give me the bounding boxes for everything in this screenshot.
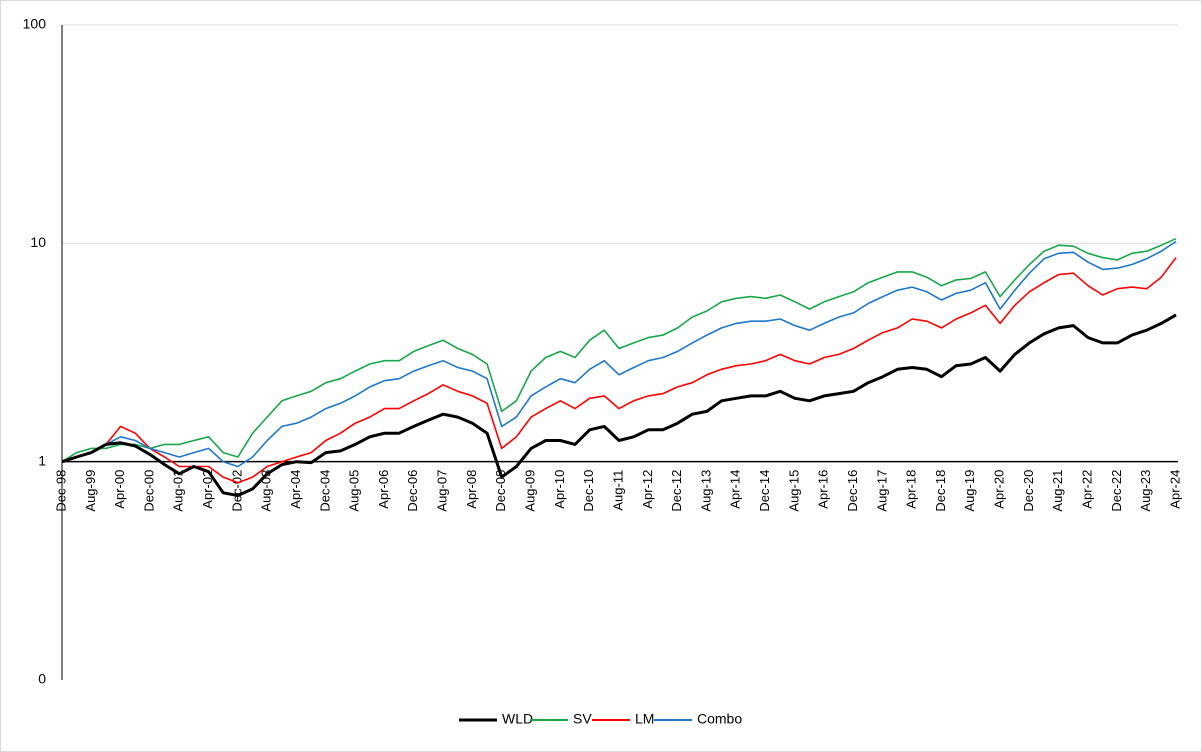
x-tick-label: Aug-01 [171,470,186,512]
x-tick-label: Dec-02 [229,470,244,512]
x-tick-label: Dec-20 [1021,470,1036,512]
x-tick-label: Apr-14 [728,470,743,509]
x-tick-label: Apr-18 [904,470,919,509]
x-tick-label: Dec-16 [845,470,860,512]
x-tick-label: Dec-14 [757,470,772,512]
line-series [61,313,1177,497]
x-tick-label: Dec-22 [1109,470,1124,512]
x-tick-label: Aug-05 [347,470,362,512]
x-tick-label: Aug-21 [1050,470,1065,512]
x-tick-label: Apr-24 [1167,470,1182,509]
line-series [61,237,1177,463]
x-tick-label: Apr-06 [376,470,391,509]
y-tick-label: 0 [38,671,46,687]
x-tick-label: Aug-09 [522,470,537,512]
line-series [61,257,1177,484]
x-tick-label: Dec-00 [141,470,156,512]
x-tick-label: Apr-04 [288,470,303,509]
x-tick-label: Dec-06 [405,470,420,512]
legend-label: LM [635,711,654,727]
x-tick-label: Dec-08 [493,470,508,512]
legend-label: WLD [502,711,533,727]
x-tick-label: Aug-99 [83,470,98,512]
x-tick-label: Dec-18 [933,470,948,512]
x-tick-label: Apr-00 [112,470,127,509]
x-tick-label: Aug-07 [435,470,450,512]
x-tick-label: Apr-08 [464,470,479,509]
legend-label: SV [573,711,592,727]
x-tick-label: Apr-16 [816,470,831,509]
x-tick-label: Aug-17 [874,470,889,512]
x-tick-label: Apr-20 [992,470,1007,509]
y-tick-label: 100 [23,16,47,32]
x-tick-label: Apr-12 [640,470,655,509]
x-tick-label: Aug-13 [698,470,713,512]
y-tick-label: 10 [30,234,46,250]
x-tick-label: Apr-02 [200,470,215,509]
x-tick-label: Dec-98 [53,470,68,512]
x-tick-label: Apr-22 [1079,470,1094,509]
legend-label: Combo [697,711,742,727]
x-tick-label: Apr-10 [552,470,567,509]
x-tick-label: Aug-11 [610,470,625,511]
x-tick-label: Dec-10 [581,470,596,512]
x-tick-label: Aug-19 [962,470,977,512]
x-tick-label: Aug-15 [786,470,801,512]
y-tick-label: 1 [38,452,46,468]
x-tick-label: Dec-04 [317,470,332,512]
line-series [61,240,1177,468]
x-tick-label: Aug-23 [1138,470,1153,512]
x-tick-label: Dec-12 [669,470,684,512]
